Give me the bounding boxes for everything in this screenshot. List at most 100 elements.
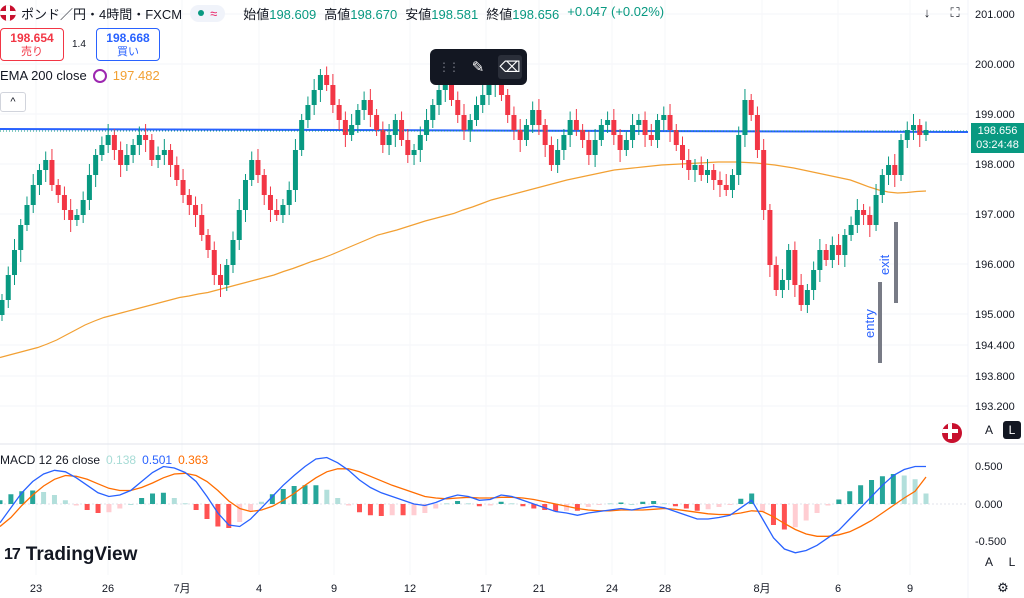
- candle-body: [467, 120, 473, 130]
- price-tick: 197.000: [975, 209, 1015, 221]
- macd-hist-bar: [302, 485, 308, 504]
- entry-annotation: entry: [862, 309, 877, 338]
- macd-hist-bar: [160, 492, 166, 504]
- macd-hist-bar: [770, 504, 776, 525]
- candle-body: [804, 290, 810, 305]
- candle-body: [761, 150, 767, 210]
- fullscreen-button[interactable]: ⛶: [950, 5, 960, 20]
- auto-scale-button[interactable]: A: [984, 423, 993, 437]
- candle-body: [786, 250, 792, 280]
- ema-value: 197.482: [112, 68, 160, 83]
- candle-body: [49, 160, 55, 185]
- sell-button[interactable]: 198.654 売り: [0, 28, 64, 61]
- macd-auto-scale-button[interactable]: A: [984, 555, 993, 569]
- log-scale-button[interactable]: L: [1003, 421, 1021, 439]
- candle-body: [480, 95, 486, 105]
- macd-log-scale-button[interactable]: L: [1008, 555, 1016, 569]
- currency-flag-icon[interactable]: [942, 423, 962, 443]
- macd-hist-bar: [476, 504, 482, 507]
- buy-button[interactable]: 198.668 買い: [96, 28, 160, 61]
- candle-body: [823, 250, 829, 260]
- macd-axis[interactable]: 0.500 0.000 -0.500: [975, 461, 1006, 548]
- candle-body: [442, 85, 448, 90]
- ema-legend[interactable]: EMA 200 close 197.482: [0, 68, 160, 83]
- candle-body: [211, 250, 217, 275]
- candle-body: [280, 205, 286, 215]
- macd-hist-bar: [716, 504, 722, 507]
- candle-body: [36, 170, 42, 185]
- macd-hist-bar: [95, 504, 101, 513]
- brush-icon[interactable]: ✎: [471, 59, 485, 76]
- candle-body: [230, 240, 236, 265]
- buy-price: 198.668: [106, 31, 150, 45]
- candle-body: [55, 185, 61, 195]
- candle-body: [792, 250, 798, 285]
- candle-body: [873, 195, 879, 225]
- macd-legend[interactable]: MACD 12 26 close 0.138 0.501 0.363: [0, 453, 208, 467]
- macd-hist-value: 0.138: [106, 453, 137, 467]
- grip-icon[interactable]: ⋮⋮: [438, 60, 460, 74]
- candle-body: [623, 140, 629, 150]
- price-axis[interactable]: 201.000 200.000 199.000 198.000 197.000 196.0…: [975, 9, 1015, 413]
- candle-body: [723, 185, 729, 190]
- candle-body: [530, 110, 536, 125]
- candle-body: [249, 160, 255, 180]
- candle-body: [879, 175, 885, 195]
- last-price: 198.656: [977, 125, 1018, 137]
- candle-body: [667, 115, 673, 130]
- candle-body: [473, 105, 479, 120]
- candle-body: [611, 120, 617, 135]
- status-pill[interactable]: ≈: [190, 4, 226, 22]
- candle-body: [561, 135, 567, 150]
- ohlc-values: 始値198.609 高値198.670 安値198.581 終値198.656 …: [243, 4, 664, 23]
- candle-body: [136, 135, 142, 145]
- candle-body: [449, 85, 455, 100]
- candle-body: [892, 165, 898, 175]
- candle-body: [642, 120, 648, 135]
- tradingview-logo[interactable]: 17 TradingView: [4, 544, 137, 566]
- candle-body: [336, 105, 342, 120]
- symbol-title[interactable]: ポンド／円・4時間・FXCM: [21, 6, 183, 22]
- macd-hist-bar: [694, 504, 700, 511]
- candle-body: [586, 140, 592, 155]
- candle-body: [274, 210, 280, 215]
- macd-hist-bar: [389, 504, 395, 516]
- candle-body: [386, 135, 392, 145]
- gbp-flag-icon: [0, 5, 16, 21]
- macd-hist-bar: [226, 504, 232, 528]
- candle-body: [305, 105, 311, 120]
- settings-icon[interactable]: ⚙: [997, 580, 1009, 595]
- ohlc-close: 終値198.656: [486, 6, 560, 22]
- macd-hist-bar: [258, 501, 264, 504]
- price-tick: 196.000: [975, 259, 1015, 271]
- macd-line: [0, 456, 926, 554]
- refresh-icon[interactable]: [92, 68, 107, 83]
- candle-body: [143, 135, 149, 140]
- macd-tick: 0.000: [975, 499, 1003, 511]
- time-tick: 21: [533, 583, 545, 595]
- candle-body: [817, 250, 823, 270]
- macd-hist-bar: [269, 494, 275, 504]
- market-open-dot-icon: [198, 10, 205, 16]
- candle-body: [242, 180, 248, 210]
- macd-hist-bar: [465, 503, 471, 505]
- candle-body: [267, 195, 273, 210]
- macd-hist-bar: [683, 504, 689, 509]
- candle-body: [686, 160, 692, 170]
- macd-hist-bar: [563, 504, 569, 511]
- candle-body: [673, 130, 679, 145]
- trendline[interactable]: [0, 128, 969, 133]
- macd-tick: -0.500: [975, 536, 1006, 548]
- macd-hist-bar: [749, 493, 755, 504]
- candle-body: [598, 125, 604, 140]
- eraser-icon[interactable]: ⌫: [498, 55, 522, 79]
- grid: [0, 13, 968, 407]
- time-tick: 7月: [173, 583, 190, 595]
- time-axis[interactable]: 23 26 7月 4 9 12 17 21 24 28 8月 6 9: [30, 583, 913, 595]
- time-tick: 6: [835, 583, 841, 595]
- candle-body: [505, 95, 511, 115]
- down-arrow-button[interactable]: ↓: [923, 5, 931, 20]
- drawing-toolbar[interactable]: ⋮⋮ ✎ ⌫: [430, 49, 527, 85]
- collapse-legend-button[interactable]: ^: [0, 92, 26, 112]
